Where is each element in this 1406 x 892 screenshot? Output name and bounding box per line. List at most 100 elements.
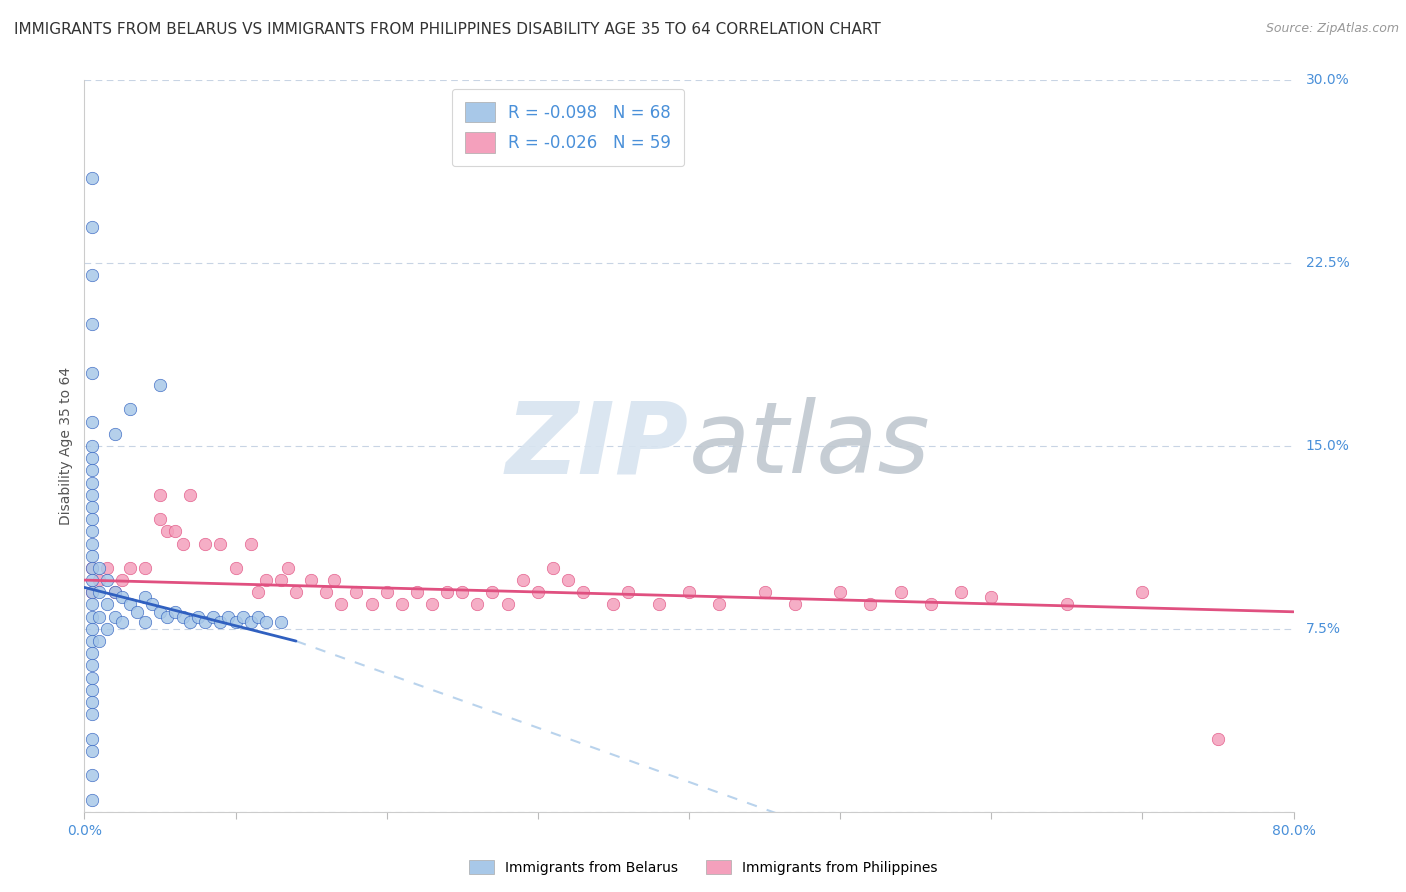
Point [80, 622, 103, 636]
Point [80, 488, 103, 502]
Point [247, 585, 270, 599]
Point [80, 439, 103, 453]
Point [156, 524, 179, 539]
Point [134, 561, 156, 575]
Point [270, 573, 292, 587]
Point [172, 536, 194, 550]
Point [80, 561, 103, 575]
Point [270, 615, 292, 629]
Point [104, 609, 127, 624]
Point [232, 609, 254, 624]
Point [783, 598, 806, 612]
Point [285, 585, 308, 599]
Point [254, 573, 277, 587]
Point [617, 585, 640, 599]
Point [96, 598, 118, 612]
Point [104, 426, 127, 441]
Point [80, 463, 103, 477]
Point [141, 598, 163, 612]
Point [527, 585, 550, 599]
Text: 22.5%: 22.5% [1306, 256, 1350, 270]
Point [80, 731, 103, 746]
Point [360, 598, 382, 612]
Point [80, 634, 103, 648]
Point [247, 609, 270, 624]
Point [89, 609, 111, 624]
Point [111, 615, 134, 629]
Point [217, 609, 239, 624]
Point [602, 598, 624, 612]
Point [80, 524, 103, 539]
Point [315, 585, 337, 599]
Point [165, 524, 187, 539]
Point [80, 671, 103, 685]
Point [104, 585, 127, 599]
Point [80, 561, 103, 575]
Point [391, 598, 413, 612]
Point [209, 536, 232, 550]
Text: 7.5%: 7.5% [1306, 622, 1340, 636]
Point [80, 536, 103, 550]
Point [375, 585, 398, 599]
Legend: Immigrants from Belarus, Immigrants from Philippines: Immigrants from Belarus, Immigrants from… [463, 855, 943, 880]
Point [80, 500, 103, 514]
Point [134, 615, 156, 629]
Point [512, 573, 534, 587]
Point [239, 536, 262, 550]
Point [80, 658, 103, 673]
Point [541, 561, 564, 575]
Point [194, 536, 217, 550]
Point [496, 598, 519, 612]
Point [80, 512, 103, 526]
Point [89, 585, 111, 599]
Point [467, 598, 489, 612]
Point [830, 585, 852, 599]
Point [80, 415, 103, 429]
Point [89, 561, 111, 575]
Point [572, 585, 595, 599]
Point [80, 707, 103, 722]
Point [80, 317, 103, 331]
Point [127, 605, 149, 619]
Text: IMMIGRANTS FROM BELARUS VS IMMIGRANTS FROM PHILIPPINES DISABILITY AGE 35 TO 64 C: IMMIGRANTS FROM BELARUS VS IMMIGRANTS FR… [14, 22, 880, 37]
Text: 15.0%: 15.0% [1306, 439, 1350, 453]
Point [80, 475, 103, 490]
Point [225, 561, 247, 575]
Point [1056, 598, 1078, 612]
Point [920, 598, 942, 612]
Point [322, 573, 344, 587]
Point [96, 561, 118, 575]
Point [239, 615, 262, 629]
Point [149, 378, 172, 392]
Point [481, 585, 503, 599]
Point [201, 609, 224, 624]
Y-axis label: Disability Age 35 to 64: Disability Age 35 to 64 [59, 367, 73, 525]
Point [156, 609, 179, 624]
Point [96, 573, 118, 587]
Point [80, 219, 103, 234]
Point [80, 682, 103, 697]
Point [299, 573, 322, 587]
Point [436, 585, 458, 599]
Point [111, 573, 134, 587]
Point [754, 585, 776, 599]
Point [557, 573, 579, 587]
Point [80, 598, 103, 612]
Point [80, 646, 103, 660]
Point [118, 598, 141, 612]
Point [118, 402, 141, 417]
Point [134, 590, 156, 604]
Point [346, 585, 368, 599]
Point [330, 598, 353, 612]
Point [187, 609, 209, 624]
Point [859, 598, 882, 612]
Point [80, 170, 103, 185]
Legend: R = -0.098   N = 68, R = -0.026   N = 59: R = -0.098 N = 68, R = -0.026 N = 59 [451, 88, 685, 166]
Point [451, 585, 474, 599]
Point [89, 573, 111, 587]
Point [980, 590, 1002, 604]
Text: Source: ZipAtlas.com: Source: ZipAtlas.com [1265, 22, 1399, 36]
Point [80, 792, 103, 806]
Point [149, 512, 172, 526]
Point [165, 605, 187, 619]
